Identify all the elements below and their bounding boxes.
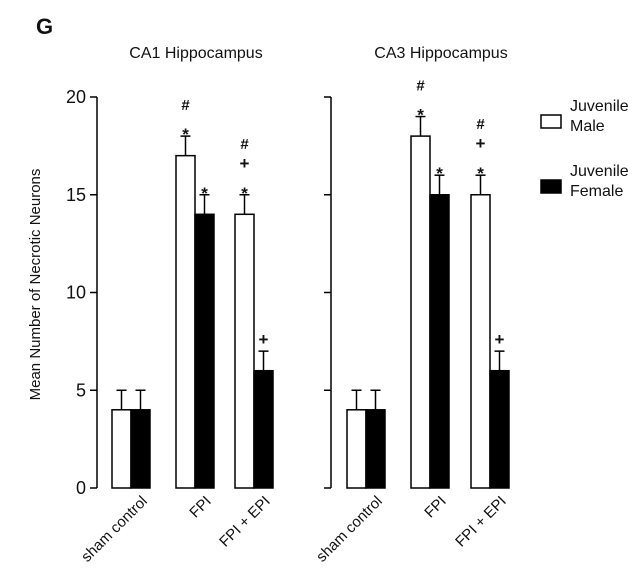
legend-female-label: Female [570,183,623,200]
ca1-panel-title: CA1 Hippocampus [129,45,262,62]
ca3-category-label: sham control [313,493,386,566]
legend-male-label: Male [570,118,605,135]
ca1-panel: CA1 Hippocampus 0 5 10 15 20 Mean Number of Ne… [27,45,274,566]
ca1-fpi-female-significance-mark: * [201,184,208,203]
ca3-fpi-male-bar [410,135,431,489]
ca1-category-label: sham control [78,493,151,566]
ca1-fpi-epi-male-significance-mark: + [240,154,250,173]
legend-female-label: Juvenile [570,163,629,180]
ca1-category-label: FPI [186,493,215,522]
ca3-sham-control-male-bar [346,409,367,489]
ca1-fpi-epi-male-bar [234,213,255,489]
ca3-panel-title: CA3 Hippocampus [374,45,507,62]
ca1-fpi-epi-male-significance-mark: # [240,136,249,153]
ca3-fpi-epi-female-bar [489,369,510,489]
ca3-fpi-epi-male-bar [470,194,491,489]
ca1-fpi-male-significance-mark: * [182,125,189,144]
ca1-sham-control-female-bar [130,409,151,489]
ca1-y-tick-label: 0 [76,478,86,498]
ca3-fpi-epi-male-significance-mark: * [477,164,484,183]
ca3-fpi-male-significance-mark: # [416,78,425,95]
ca3-fpi-female-bar [429,194,450,489]
ca3-fpi-male-significance-mark: * [417,106,424,125]
panel-letter: G [36,14,53,39]
chart-panels: CA1 Hippocampus 0 5 10 15 20 Mean Number of Ne… [27,45,510,566]
ca3-category-label: FPI [421,493,450,522]
ca3-sham-control-female-bar [365,409,386,489]
chart-legend: Juvenile Male Juvenile Female [540,98,629,200]
ca3-fpi-female-significance-mark: * [436,164,443,183]
ca1-fpi-female-bar [194,213,215,489]
ca1-fpi-male-bar [175,154,196,489]
ca3-fpi-epi-male-significance-mark: + [476,134,486,153]
ca3-fpi-epi-female-significance-mark: + [495,330,505,349]
ca1-category-label: FPI + EPI [216,493,274,551]
legend-male-swatch [540,114,562,129]
ca1-fpi-epi-female-significance-mark: + [259,330,269,349]
y-axis-label: Mean Number of Necrotic Neurons [27,169,44,401]
ca1-fpi-epi-male-significance-mark: * [241,184,248,203]
ca1-fpi-male-significance-mark: # [181,97,190,114]
ca1-fpi-epi-female-bar [253,369,274,489]
ca3-category-label: FPI + EPI [452,493,510,551]
ca1-y-tick-label: 10 [66,283,86,303]
ca1-sham-control-male-bar [111,409,132,489]
legend-female-swatch [540,179,562,194]
ca1-y-tick-label: 15 [66,185,86,205]
ca1-y-tick-label: 20 [66,87,86,107]
ca1-y-tick-label: 5 [76,380,86,400]
legend-male-label: Juvenile [570,98,629,115]
ca3-fpi-epi-male-significance-mark: # [476,116,485,133]
